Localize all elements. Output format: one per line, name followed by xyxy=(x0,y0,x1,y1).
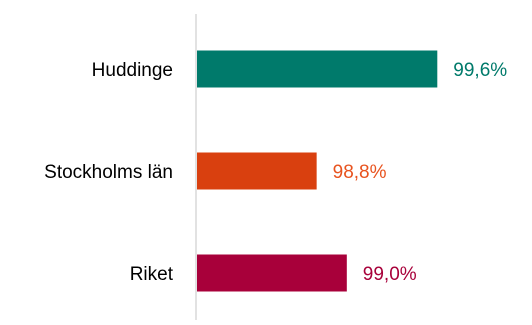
bar xyxy=(197,50,438,88)
category-label: Stockholms län xyxy=(44,162,173,183)
data-label: 98,8% xyxy=(333,162,387,183)
bar xyxy=(197,254,347,292)
data-label: 99,6% xyxy=(453,60,507,81)
category-label: Riket xyxy=(130,264,174,285)
bar xyxy=(197,152,317,190)
category-label: Huddinge xyxy=(92,60,173,81)
bars-group: Huddinge 99,6% Stockholms län 98,8% Riket 99,… xyxy=(44,50,507,292)
data-label: 99,0% xyxy=(363,264,417,285)
